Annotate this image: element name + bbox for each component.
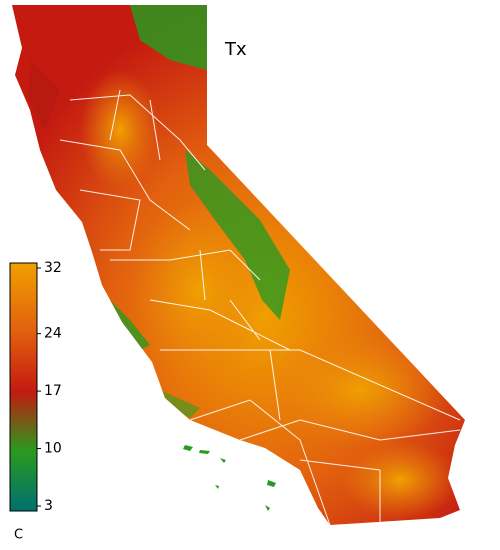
colorbar-tick-label: 3 — [44, 498, 53, 514]
map-title: Tx — [224, 39, 247, 60]
colorbar-tick-label: 10 — [44, 441, 62, 457]
colorbar — [9, 262, 38, 512]
state — [12, 5, 465, 525]
colorbar-tick-label: 24 — [44, 326, 62, 342]
colorbar-tick-label: 32 — [44, 260, 62, 276]
colorbar-tick-label: 17 — [44, 383, 62, 399]
colorbar-unit: C — [14, 528, 23, 543]
